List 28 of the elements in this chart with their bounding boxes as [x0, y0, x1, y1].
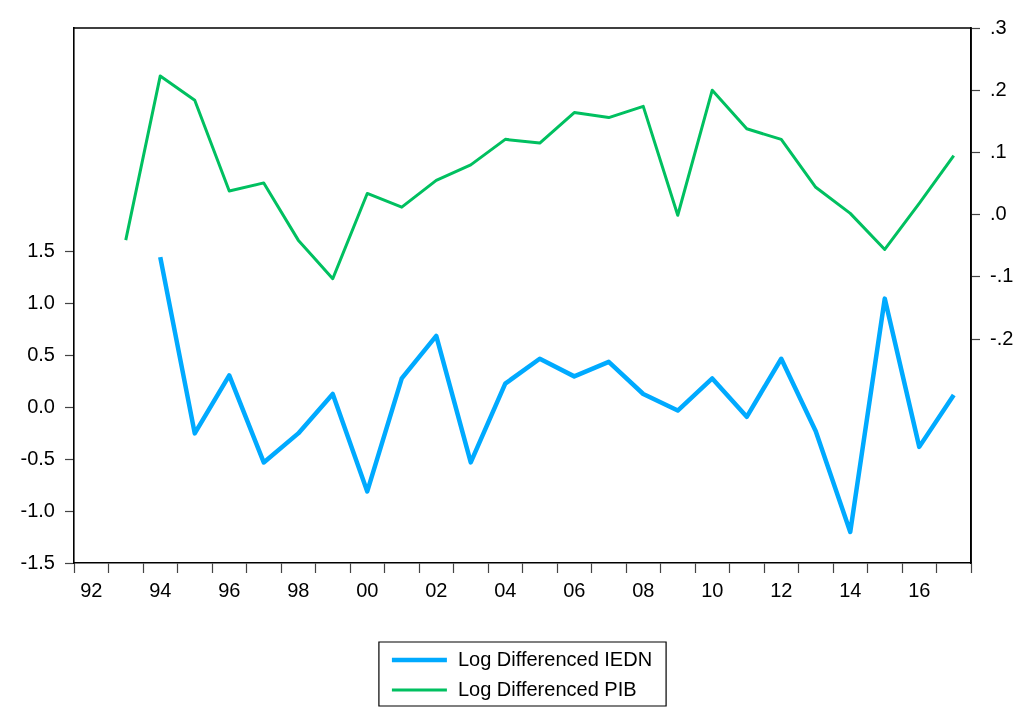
x-tick-label: 16 — [908, 578, 931, 601]
y2-tick-label: .3 — [990, 15, 1007, 38]
x-tick-label: 14 — [839, 578, 862, 601]
y-tick-label: -1.0 — [20, 498, 55, 521]
x-tick-label: 00 — [356, 578, 379, 601]
y-tick-label: -1.5 — [20, 550, 55, 573]
x-tick-label: 04 — [494, 578, 517, 601]
y-tick-label: 1.0 — [27, 291, 55, 314]
x-tick-label: 02 — [425, 578, 448, 601]
x-tick-label: 12 — [770, 578, 793, 601]
legend-label: Log Differenced IEDN — [457, 647, 653, 670]
x-tick-label: 10 — [701, 578, 724, 601]
y2-tick-label: .0 — [990, 202, 1007, 225]
y-tick-label: 0.5 — [27, 343, 55, 366]
y2-tick-label: -.1 — [990, 264, 1014, 287]
x-tick-label: 92 — [80, 578, 103, 601]
y-tick-label: -0.5 — [20, 446, 55, 469]
y-tick-label: 1.5 — [27, 239, 55, 262]
y2-tick-label: .2 — [990, 77, 1007, 100]
y2-tick-label: .1 — [990, 139, 1007, 162]
legend-label: Log Differenced PIB — [457, 677, 637, 700]
y-tick-label: 0.0 — [27, 394, 55, 417]
x-tick-label: 96 — [218, 578, 241, 601]
x-tick-label: 94 — [149, 578, 172, 601]
x-tick-label: 08 — [632, 578, 655, 601]
x-tick-label: 06 — [563, 578, 586, 601]
x-tick-label: 98 — [287, 578, 310, 601]
y2-tick-label: -.2 — [990, 326, 1014, 349]
